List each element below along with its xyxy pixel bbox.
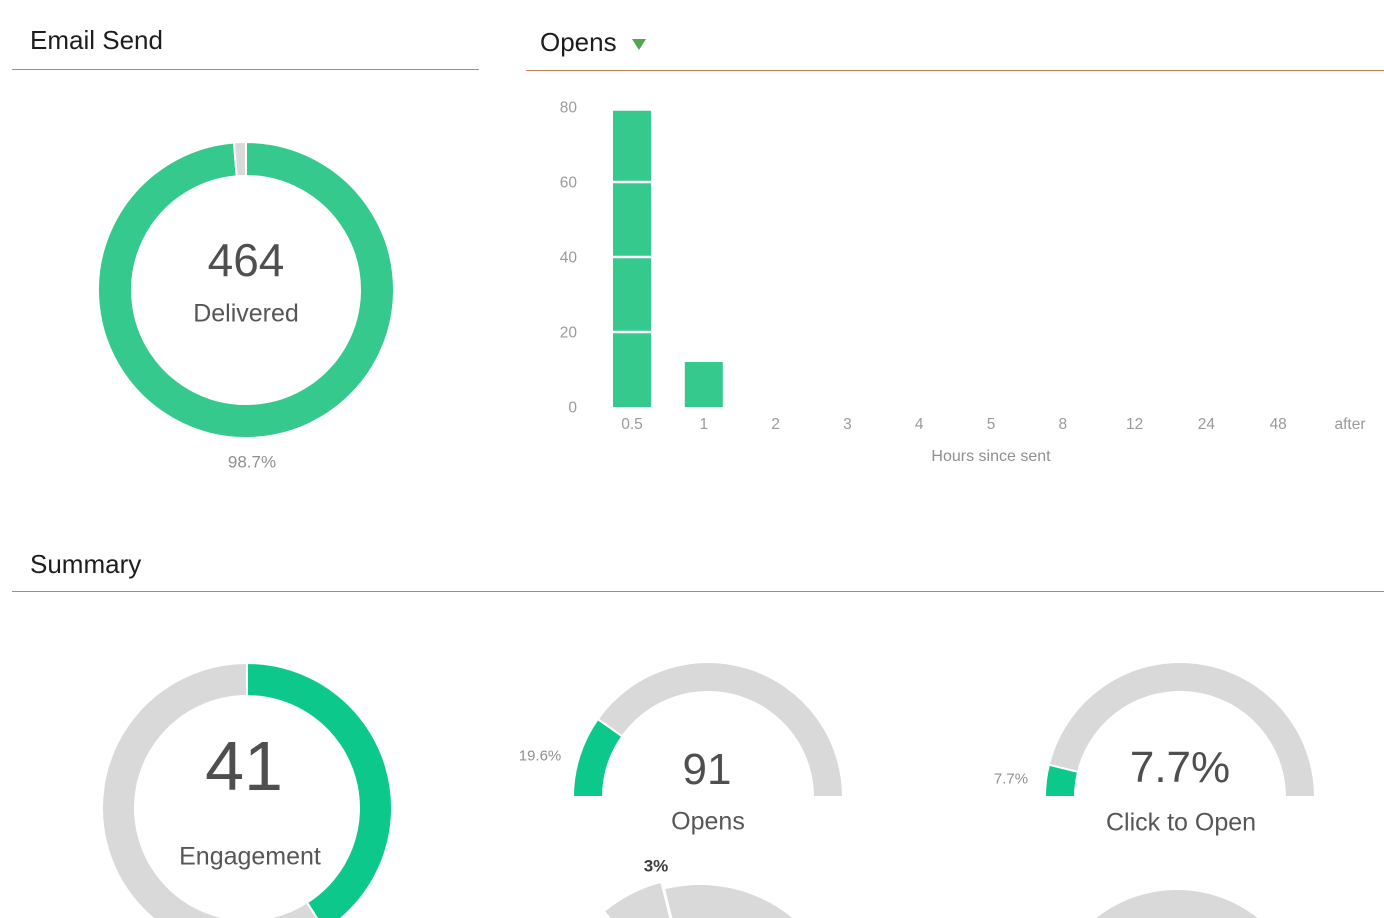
engagement-track[interactable]	[101, 661, 325, 918]
divider-opens	[526, 70, 1384, 71]
click-to-open-annotation: 7.7%	[993, 770, 1029, 788]
x-tick-24: 24	[1198, 416, 1216, 433]
section-title-summary: Summary	[30, 549, 142, 579]
x-tick-12: 12	[1126, 416, 1143, 433]
x-tick-4: 4	[915, 416, 924, 433]
y-tick-80: 80	[560, 100, 578, 117]
section-title-opens: Opens	[540, 27, 617, 57]
x-tick-2: 2	[771, 416, 780, 433]
delivered-pct: 98.7%	[227, 452, 277, 472]
opens-gauge-track[interactable]	[596, 661, 845, 798]
donut-segment-delivered[interactable]	[97, 140, 395, 439]
x-tick-5: 5	[987, 416, 996, 433]
delivered-count: 464	[207, 234, 285, 286]
opens-gauge-annotation: 19.6%	[518, 747, 562, 765]
x-tick-0.5: 0.5	[621, 416, 643, 433]
click-to-open-value: 7.7%	[1129, 743, 1231, 792]
partial-pie-right-body[interactable]	[1047, 890, 1307, 918]
partial-pie-left-body[interactable]	[554, 885, 846, 918]
bar-chart-x-axis-title: Hours since sent	[931, 448, 1051, 465]
engagement-fill[interactable]	[246, 661, 393, 918]
y-tick-0: 0	[568, 400, 577, 417]
x-tick-48: 48	[1270, 416, 1287, 433]
x-tick-1: 1	[699, 416, 708, 433]
bar-0.5[interactable]	[613, 110, 651, 407]
bar-1[interactable]	[684, 362, 723, 407]
y-tick-20: 20	[560, 325, 578, 342]
delivered-label: Delivered	[193, 299, 299, 328]
opens-dropdown-icon[interactable]	[632, 39, 646, 50]
divider-email-send	[12, 69, 479, 70]
click-to-open-gauge-track[interactable]	[1047, 661, 1317, 798]
click-to-open-label: Click to Open	[1105, 808, 1257, 837]
x-tick-after: after	[1334, 416, 1365, 433]
y-tick-60: 60	[560, 175, 578, 192]
donut-segment-not-delivered[interactable]	[232, 140, 247, 178]
engagement-label: Engagement	[179, 842, 321, 871]
engagement-value: 41	[205, 727, 283, 805]
x-tick-8: 8	[1058, 416, 1067, 433]
x-tick-3: 3	[843, 416, 852, 433]
y-tick-40: 40	[560, 250, 578, 267]
partial-pie-annotation: 3%	[643, 856, 669, 876]
opens-gauge-label: Opens	[671, 807, 745, 836]
section-title-email-send: Email Send	[30, 25, 163, 55]
opens-gauge-value: 91	[682, 745, 732, 794]
partial-pie-left-slice[interactable]	[601, 879, 697, 918]
divider-summary	[12, 591, 1384, 592]
